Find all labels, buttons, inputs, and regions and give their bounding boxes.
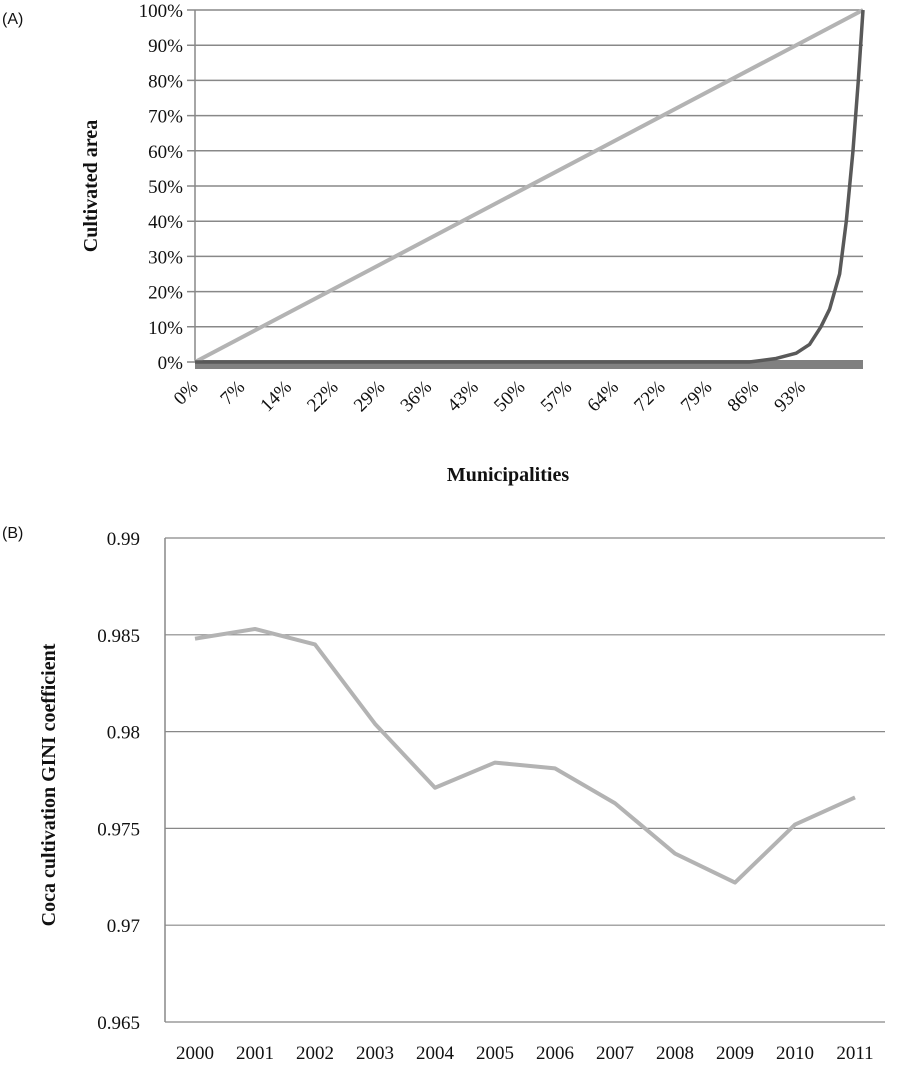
lorenz-curve-line (195, 9, 865, 364)
y-axis-title: Cultivated area (80, 120, 102, 252)
x-tick-label: 43% (443, 377, 483, 417)
y-tick-label: 10% (148, 318, 183, 339)
x-tick-label: 50% (490, 377, 530, 417)
x-axis-bar (195, 360, 863, 369)
y-tick-label: 20% (148, 283, 183, 304)
y-tick-label: 80% (148, 71, 183, 92)
x-tick-label: 2005 (476, 1043, 514, 1064)
y-tick-label: 50% (148, 177, 183, 198)
x-tick-label: 14% (256, 377, 296, 417)
y-tick-label: 100% (139, 1, 184, 22)
equality-line (194, 8, 864, 364)
x-tick-label: 29% (350, 377, 390, 417)
x-tick-label: 79% (677, 377, 717, 417)
x-tick-label: 93% (770, 377, 810, 417)
x-tick-label: 22% (303, 377, 343, 417)
x-tick-label: 57% (537, 377, 577, 417)
y-tick-label: 70% (148, 107, 183, 128)
x-tick-label: 2001 (236, 1043, 274, 1064)
x-tick-label: 0% (170, 377, 203, 410)
x-tick-label: 2003 (356, 1043, 394, 1064)
x-tick-label: 86% (724, 377, 764, 417)
x-tick-label: 2010 (776, 1043, 814, 1064)
y-tick-label: 0.97 (107, 916, 140, 937)
x-tick-label: 2006 (536, 1043, 574, 1064)
y-tick-label: 60% (148, 142, 183, 163)
y-tick-label: 30% (148, 247, 183, 268)
y-tick-label: 40% (148, 212, 183, 233)
x-tick-label: 36% (397, 377, 437, 417)
x-tick-label: 2000 (176, 1043, 214, 1064)
y-tick-label: 0.98 (107, 723, 140, 744)
x-tick-label: 2002 (296, 1043, 334, 1064)
y-tick-label: 0% (158, 353, 184, 374)
gini-line (194, 626, 856, 885)
x-tick-label: 2008 (656, 1043, 694, 1064)
x-tick-label: 7% (216, 377, 249, 410)
x-tick-label: 2004 (416, 1043, 455, 1064)
panel-label-b: (B) (2, 525, 23, 542)
y-tick-label: 0.985 (97, 626, 140, 647)
x-tick-label: 72% (630, 377, 670, 417)
y-tick-label: 0.975 (97, 819, 140, 840)
y-axis-title: Coca cultivation GINI coefficient (38, 643, 60, 926)
x-tick-label: 64% (583, 377, 623, 417)
panel-label-a: (A) (2, 11, 23, 28)
y-tick-label: 90% (148, 36, 183, 57)
x-tick-label: 2009 (716, 1043, 754, 1064)
y-tick-label: 0.99 (107, 529, 140, 550)
x-axis-title: Municipalities (447, 464, 569, 486)
x-tick-label: 2007 (596, 1043, 634, 1064)
x-tick-label: 2011 (836, 1043, 873, 1064)
y-tick-label: 0.965 (97, 1013, 140, 1034)
